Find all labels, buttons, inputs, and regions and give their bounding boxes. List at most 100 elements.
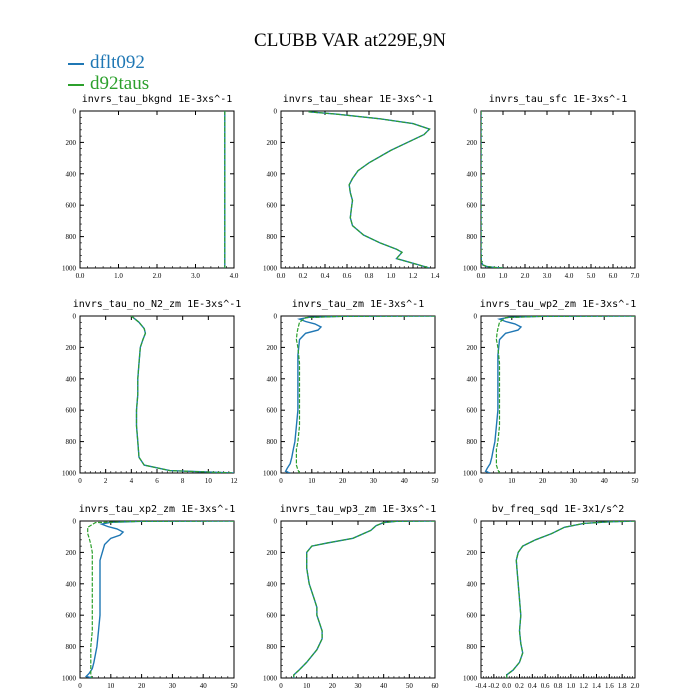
x-tick-label: 2.0 [631, 682, 640, 690]
y-tick-label: 200 [467, 139, 478, 147]
y-tick-label: 200 [66, 549, 77, 557]
y-tick-label: 1000 [463, 265, 478, 273]
y-tick-label: 200 [267, 344, 278, 352]
x-tick-label: 40 [601, 477, 609, 485]
y-tick-label: 0 [73, 108, 77, 116]
x-tick-label: 20 [339, 477, 347, 485]
y-tick-label: 400 [267, 375, 278, 383]
x-tick-label: 4.0 [230, 272, 239, 280]
x-tick-label: 50 [632, 477, 640, 485]
panel-title: invrs_tau_zm 1E-3xs^-1 [292, 299, 424, 310]
plot-frame [280, 315, 436, 474]
x-tick-label: 0.8 [365, 272, 374, 280]
y-tick-label: 600 [66, 407, 77, 415]
y-tick-label: 200 [267, 549, 278, 557]
x-tick-label: 5.0 [587, 272, 596, 280]
y-tick-label: 400 [66, 580, 77, 588]
panel-title: invrs_tau_wp2_zm 1E-3xs^-1 [480, 299, 637, 310]
x-tick-label: 10 [303, 682, 311, 690]
series-line-d92taus [87, 521, 234, 678]
y-tick-label: 800 [467, 438, 478, 446]
x-tick-label: 30 [570, 477, 578, 485]
y-tick-label: 800 [467, 643, 478, 651]
x-tick-label: 3.0 [191, 272, 200, 280]
panel-3: invrs_tau_no_N2_zm 1E-3xs^-1 0 2 4 6 8 10 12 0 20… [62, 299, 241, 485]
x-tick-label: 1.4 [592, 682, 601, 690]
y-tick-label: 400 [467, 170, 478, 178]
panel-title: invrs_tau_xp2_zm 1E-3xs^-1 [79, 504, 236, 515]
x-tick-label: 0 [78, 682, 82, 690]
y-tick-label: 1000 [263, 265, 278, 273]
x-tick-label: 60 [432, 682, 440, 690]
x-tick-label: 1.6 [605, 682, 614, 690]
x-tick-label: 20 [329, 682, 337, 690]
series-line-dflt092 [284, 316, 435, 473]
y-tick-label: 800 [267, 438, 278, 446]
x-tick-label: 4.0 [565, 272, 574, 280]
x-tick-label: 20 [138, 682, 146, 690]
series-line-d92taus [481, 111, 504, 268]
x-tick-label: 3.0 [543, 272, 552, 280]
x-tick-label: 0 [279, 477, 283, 485]
x-tick-label: 1.0 [387, 272, 396, 280]
y-tick-label: 600 [467, 612, 478, 620]
x-tick-label: 50 [231, 682, 239, 690]
x-tick-label: 0.0 [76, 272, 85, 280]
y-tick-label: 800 [467, 233, 478, 241]
x-tick-label: 30 [370, 477, 378, 485]
y-tick-label: 600 [267, 612, 278, 620]
panel-title: invrs_tau_sfc 1E-3xs^-1 [489, 94, 627, 105]
panel-5: invrs_tau_wp2_zm 1E-3xs^-10 10 20 30 40 50020… [463, 299, 639, 485]
x-tick-label: 30 [355, 682, 363, 690]
x-tick-label: -0.4 [475, 682, 487, 690]
y-tick-label: 1000 [263, 470, 278, 478]
plot-frame [480, 315, 636, 474]
x-tick-label: 1.0 [114, 272, 123, 280]
y-tick-label: 200 [467, 549, 478, 557]
plot-frame [79, 110, 235, 269]
y-tick-label: 400 [66, 375, 77, 383]
plot-frame [79, 520, 235, 679]
x-tick-label: 0.0 [277, 272, 286, 280]
panel-0: invrs_tau_bkgnd 1E-3xs^-1 0.0 1.0 2.0 3.0 4.0… [62, 94, 239, 280]
x-tick-label: 2.0 [521, 272, 530, 280]
y-tick-label: 800 [66, 233, 77, 241]
x-tick-label: 0.2 [515, 682, 524, 690]
y-tick-label: 400 [467, 580, 478, 588]
y-tick-label: 1000 [62, 470, 77, 478]
legend-swatch-green [68, 83, 84, 86]
x-tick-label: 1.8 [618, 682, 627, 690]
y-tick-label: 1000 [62, 675, 77, 683]
panel-8: bv_freq_sqd 1E-3x1/s^2 -0.4 -0.2 0.0 0.2 0.4 0… [463, 504, 640, 690]
series-line-dflt092 [130, 316, 234, 473]
plot-frame [280, 110, 436, 269]
x-tick-label: 40 [200, 682, 208, 690]
panel-6: invrs_tau_xp2_zm 1E-3xs^-10 10 20 30 40 50020… [62, 504, 238, 690]
series-line-dflt092 [484, 316, 635, 473]
y-tick-label: 400 [467, 375, 478, 383]
y-tick-label: 800 [66, 438, 77, 446]
x-tick-label: 0.0 [502, 682, 511, 690]
x-tick-label: 0.4 [528, 682, 537, 690]
x-tick-label: 0 [78, 477, 82, 485]
x-tick-label: -0.2 [488, 682, 500, 690]
y-tick-label: 0 [474, 108, 478, 116]
x-tick-label: 0.2 [299, 272, 308, 280]
x-tick-label: 50 [432, 477, 440, 485]
y-tick-label: 0 [474, 518, 478, 526]
y-tick-label: 400 [66, 170, 77, 178]
y-tick-label: 0 [274, 518, 278, 526]
y-tick-label: 400 [267, 580, 278, 588]
y-tick-label: 0 [73, 518, 77, 526]
y-tick-label: 0 [474, 313, 478, 321]
y-tick-label: 800 [267, 233, 278, 241]
x-tick-label: 1.4 [431, 272, 440, 280]
y-tick-label: 200 [66, 139, 77, 147]
x-tick-label: 40 [401, 477, 409, 485]
y-tick-label: 600 [66, 612, 77, 620]
x-tick-label: 10 [205, 477, 213, 485]
panel-title: invrs_tau_bkgnd 1E-3xs^-1 [82, 94, 233, 105]
y-tick-label: 200 [267, 139, 278, 147]
y-tick-label: 600 [267, 202, 278, 210]
plot-frame [480, 110, 636, 269]
